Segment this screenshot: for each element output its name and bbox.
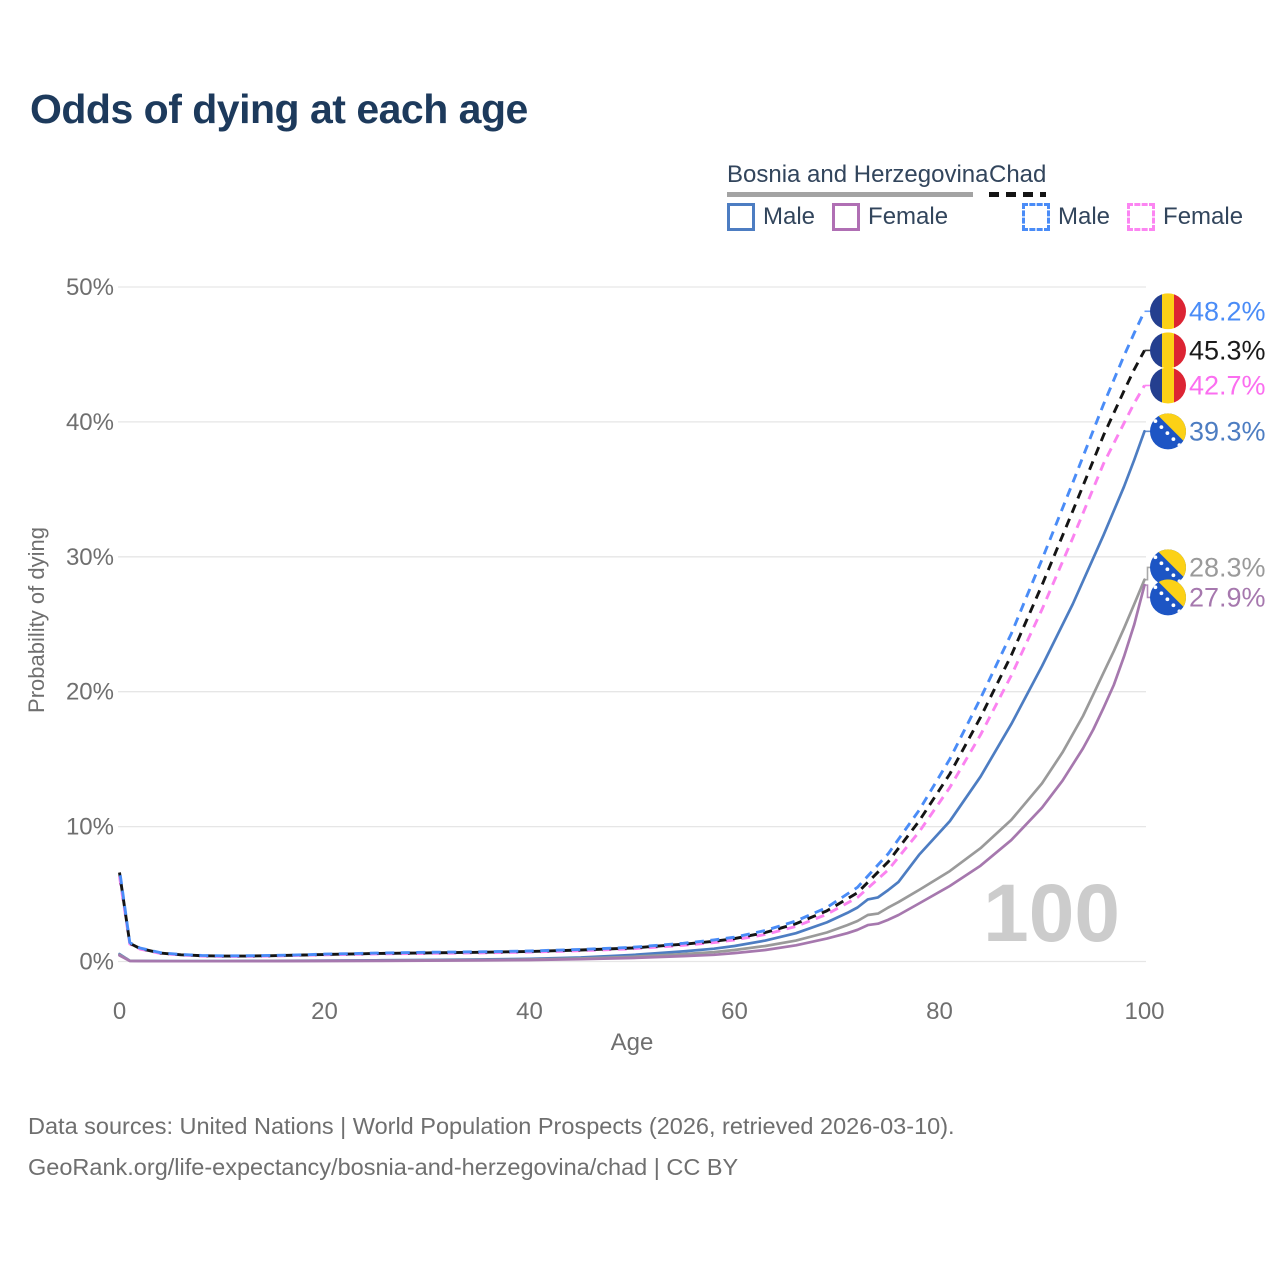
x-tick-label-40: 40 (516, 998, 543, 1025)
y-tick-label-40: 40% (66, 409, 114, 436)
y-tick-label-30: 30% (66, 544, 114, 571)
x-axis-title: Age (611, 1029, 654, 1056)
footer-url: GeoRank.org/life-expectancy/bosnia-and-h… (28, 1154, 739, 1180)
footer: Data sources: United Nations | World Pop… (28, 1106, 955, 1188)
x-tick-label-60: 60 (721, 998, 748, 1025)
end-label-connector-bosnia-all (1144, 566, 1151, 581)
legend-items-chad: Male Female (1022, 203, 1243, 231)
legend-item-bosnia-and-herzegovina-male[interactable]: Male (727, 203, 815, 231)
flag-icon-chad (1150, 332, 1186, 369)
y-tick-label-50: 50% (66, 274, 114, 301)
x-tick-label-0: 0 (113, 998, 126, 1025)
y-axis-title: Probability of dying (24, 527, 49, 713)
end-value-label-bosnia-all: 28.3% (1189, 552, 1266, 582)
series-line-bosnia-female (118, 583, 1146, 963)
legend-item-label: Male (1058, 203, 1111, 230)
legend-items-bosnia-and-herzegovina: Male Female (727, 203, 948, 231)
x-tick-label-80: 80 (926, 998, 953, 1025)
y-tick-label-20: 20% (66, 679, 114, 706)
end-value-label-chad-all: 45.3% (1189, 335, 1266, 365)
legend-group-label: Chad (989, 161, 1047, 188)
end-label-connector-bosnia-female (1144, 584, 1151, 599)
legend-swatch-icon (1127, 203, 1156, 231)
flag-icon-bosnia-and-herzegovina (1150, 579, 1186, 616)
legend-item-chad-male[interactable]: Male (1022, 203, 1110, 231)
legend-item-label: Female (868, 203, 949, 230)
footer-data-sources: Data sources: United Nations | World Pop… (28, 1113, 955, 1139)
legend-item-label: Female (1163, 203, 1244, 230)
series-line-chad-all (118, 349, 1146, 958)
legend-item-label: Male (763, 203, 816, 230)
legend-group-header-chad[interactable]: Chad (989, 161, 1046, 197)
legend-swatch-icon (727, 203, 755, 231)
legend-swatch-icon (832, 203, 861, 231)
age-watermark: 100 (983, 868, 1120, 959)
end-value-label-bosnia-female: 27.9% (1189, 582, 1266, 612)
flag-icon-chad (1150, 293, 1186, 330)
flag-icon-chad (1150, 367, 1186, 404)
end-value-label-chad-male: 48.2% (1189, 296, 1266, 326)
flag-icon-bosnia-and-herzegovina (1150, 413, 1186, 450)
x-tick-label-100: 100 (1124, 998, 1164, 1025)
flag-icon-bosnia-and-herzegovina (1150, 549, 1186, 586)
page-title: Odds of dying at each age (30, 86, 528, 132)
legend-group-header-bosnia-and-herzegovina[interactable]: Bosnia and Herzegovina (727, 161, 989, 197)
legend-item-chad-female[interactable]: Female (1127, 203, 1243, 231)
legend-group-label: Bosnia and Herzegovina (727, 161, 989, 188)
y-tick-label-0: 0% (79, 949, 114, 976)
legend-item-bosnia-and-herzegovina-female[interactable]: Female (832, 203, 948, 231)
series-line-chad-male (118, 310, 1146, 958)
end-value-label-chad-female: 42.7% (1189, 370, 1266, 400)
x-tick-label-20: 20 (311, 998, 338, 1025)
legend-swatch-icon (1022, 203, 1050, 231)
y-tick-label-10: 10% (66, 814, 114, 841)
legend-group-line-sample (989, 192, 1046, 197)
legend-group-line-sample (727, 192, 973, 197)
end-value-label-bosnia-male: 39.3% (1189, 416, 1266, 446)
